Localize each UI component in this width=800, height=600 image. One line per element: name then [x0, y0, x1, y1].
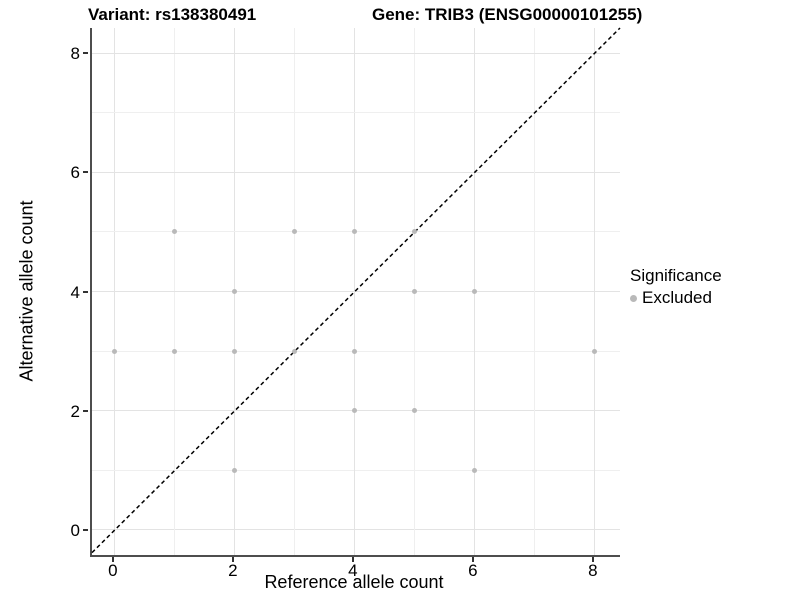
grid-line-minor-h: [92, 112, 620, 114]
data-point: [472, 289, 478, 294]
grid-line-major-v: [594, 28, 596, 555]
chart-title-variant: Variant: rs138380491: [88, 5, 257, 24]
data-point: [352, 408, 358, 414]
data-point: [352, 348, 358, 354]
y-tick-label: 4: [70, 282, 80, 302]
grid-line-major-h: [92, 529, 620, 531]
grid-line-minor-h: [92, 469, 620, 471]
legend-title: Significance: [630, 266, 722, 285]
y-tick-label: 0: [70, 520, 80, 540]
x-tick-label: 2: [228, 561, 238, 580]
y-tick-label: 2: [70, 401, 80, 421]
chart-title-gene: Gene: TRIB3 (ENSG00000101255): [372, 5, 643, 24]
data-point: [352, 229, 358, 235]
data-point: [412, 289, 418, 294]
x-tick-label: 6: [468, 561, 478, 580]
data-point: [472, 467, 478, 473]
data-point: [232, 348, 238, 354]
data-point: [172, 229, 178, 235]
x-tick-label: 8: [588, 561, 598, 580]
data-point: [232, 289, 238, 294]
plot-panel: [90, 27, 621, 557]
identity-reference-line: [91, 27, 621, 554]
grid-line-major-h: [92, 52, 620, 54]
legend-key-dot-icon: [630, 294, 637, 302]
x-axis-label: Reference allele count: [264, 572, 444, 592]
grid-line-major-h: [92, 291, 620, 292]
data-point: [292, 229, 298, 235]
grid-line-minor-v: [534, 28, 536, 555]
data-point: [412, 229, 418, 235]
y-axis-tick: [83, 171, 88, 174]
data-point: [232, 467, 238, 473]
data-point: [292, 348, 298, 354]
legend-item-label: Excluded: [642, 288, 712, 307]
data-point: [112, 348, 118, 354]
y-axis-label: Alternative allele count: [16, 200, 37, 382]
grid-line-major-h: [92, 171, 620, 173]
x-axis-tick: [231, 557, 234, 562]
y-tick-label: 6: [70, 163, 80, 183]
data-point: [592, 348, 598, 354]
x-axis-tick: [591, 557, 594, 562]
x-tick-label: 4: [348, 561, 358, 580]
y-tick-label: 8: [70, 44, 80, 64]
x-axis-tick: [351, 557, 354, 562]
y-axis-tick: [83, 52, 88, 55]
x-axis-tick: [111, 557, 114, 562]
legend: Significance Excluded: [630, 266, 722, 308]
y-axis-tick: [83, 409, 88, 412]
x-axis-tick: [471, 557, 474, 562]
data-point: [412, 408, 418, 414]
y-axis-tick: [83, 528, 88, 531]
x-tick-label: 0: [108, 561, 118, 580]
legend-item: Excluded: [630, 288, 722, 308]
data-point: [172, 348, 178, 354]
y-axis-tick: [83, 290, 88, 293]
